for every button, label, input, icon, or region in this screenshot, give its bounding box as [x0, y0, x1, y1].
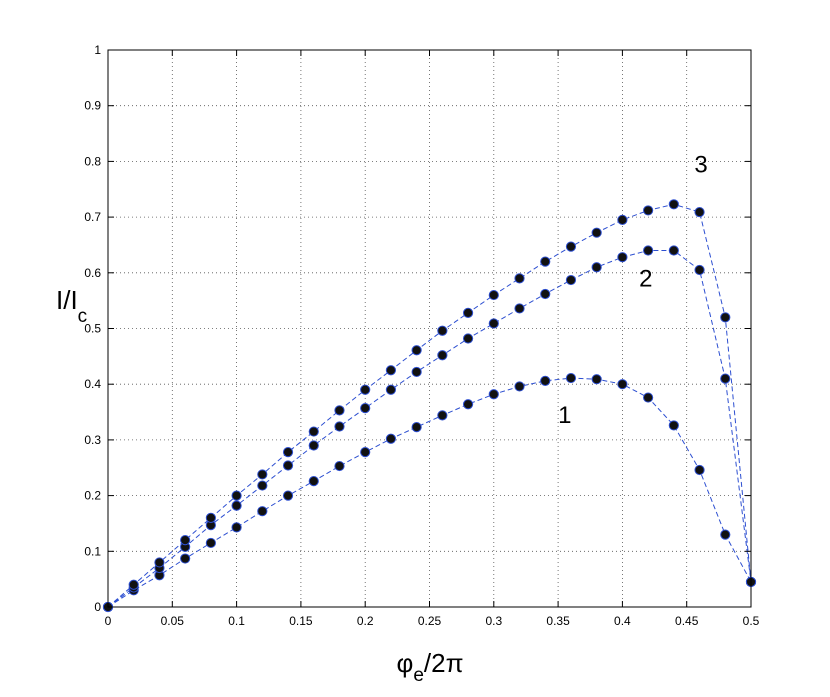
data-point	[385, 384, 397, 395]
data-point	[282, 460, 294, 471]
curve-labels: 1 2 3	[558, 152, 708, 430]
series-line-2	[107, 250, 752, 608]
data-point	[205, 512, 216, 523]
y-tick-label: 0.2	[84, 489, 101, 503]
data-point	[591, 227, 602, 238]
x-tick-label: 0.25	[418, 614, 442, 628]
y-tick-label: 0.8	[84, 154, 101, 168]
data-point	[617, 214, 628, 225]
data-point	[694, 206, 705, 218]
curve-label-3: 3	[694, 152, 707, 179]
x-tick-label: 0	[105, 614, 112, 628]
data-point	[282, 490, 294, 501]
data-point	[385, 365, 397, 376]
axis-ticks: 0 0.05 0.1 0.15 0.2 0.25 0.3 0.35 0.4 0.45 0.5 0 0.1…	[84, 43, 759, 628]
data-point	[694, 264, 705, 276]
data-point	[514, 303, 525, 314]
data-point	[720, 312, 731, 323]
y-tick-label: 0.9	[84, 99, 101, 113]
data-point	[231, 522, 242, 533]
data-point	[257, 506, 268, 517]
data-point	[643, 392, 654, 403]
x-axis-title: φe/2π	[396, 648, 463, 686]
data-point	[617, 252, 628, 263]
data-point	[385, 433, 397, 444]
data-point	[462, 399, 474, 410]
x-tick-label: 0.35	[546, 614, 570, 628]
y-tick-label: 0.6	[84, 266, 101, 280]
data-point	[437, 410, 448, 421]
data-point	[334, 421, 345, 432]
data-point	[334, 460, 345, 472]
data-point	[488, 389, 499, 400]
data-point	[180, 535, 191, 546]
data-point	[128, 579, 139, 590]
data-point	[514, 273, 525, 284]
x-tick-label: 0.5	[743, 614, 760, 628]
data-point	[565, 274, 577, 286]
data-point	[668, 420, 679, 431]
y-tick-label: 0.4	[84, 377, 101, 391]
data-point	[360, 384, 371, 395]
data-point	[462, 307, 474, 319]
data-point	[231, 500, 242, 511]
x-tick-label: 0.3	[485, 614, 502, 628]
data-point	[488, 289, 499, 301]
data-point	[565, 241, 577, 252]
data-point	[462, 333, 474, 344]
curve-label-1: 1	[558, 402, 571, 429]
data-point	[643, 245, 654, 256]
y-tick-label: 0	[94, 600, 101, 614]
data-point	[514, 381, 525, 392]
curve-label-2: 2	[639, 266, 652, 293]
data-point	[154, 557, 165, 568]
data-point	[617, 379, 628, 390]
data-point	[257, 469, 268, 480]
data-point	[308, 476, 319, 487]
x-tick-label: 0.15	[289, 614, 313, 628]
y-tick-label: 0.5	[84, 322, 101, 336]
y-tick-label: 0.3	[84, 433, 101, 447]
x-tick-label: 0.05	[161, 614, 185, 628]
data-point	[540, 288, 551, 300]
x-tick-label: 0.4	[614, 614, 631, 628]
data-point	[334, 405, 345, 416]
data-point	[360, 403, 371, 414]
data-point	[540, 375, 551, 386]
data-point	[591, 262, 602, 273]
data-point	[308, 426, 319, 437]
data-point	[360, 447, 371, 458]
grid	[108, 50, 751, 607]
series-markers	[102, 199, 757, 613]
data-point	[231, 490, 242, 501]
data-point	[205, 537, 216, 549]
data-point	[308, 440, 319, 451]
data-point	[540, 256, 551, 267]
x-tick-label: 0.45	[675, 614, 699, 628]
data-point	[282, 447, 294, 458]
data-point	[411, 366, 422, 378]
y-tick-label: 0.1	[84, 544, 101, 558]
x-tick-label: 0.1	[228, 614, 245, 628]
data-point	[437, 325, 448, 336]
data-point	[720, 529, 731, 540]
data-point	[488, 318, 499, 329]
data-point	[694, 464, 705, 476]
data-point	[643, 205, 654, 216]
y-axis-title: I/Ic	[56, 285, 87, 327]
y-tick-label: 0.7	[84, 210, 101, 224]
data-point	[668, 199, 679, 210]
data-point	[591, 374, 602, 385]
data-point	[411, 345, 422, 356]
data-point	[565, 372, 577, 384]
y-tick-label: 1	[94, 43, 101, 57]
data-point	[411, 421, 422, 433]
data-point	[257, 480, 268, 491]
data-point	[437, 350, 448, 361]
data-point	[720, 373, 731, 384]
x-tick-label: 0.2	[357, 614, 374, 628]
data-point	[180, 553, 191, 564]
data-point	[668, 245, 679, 256]
